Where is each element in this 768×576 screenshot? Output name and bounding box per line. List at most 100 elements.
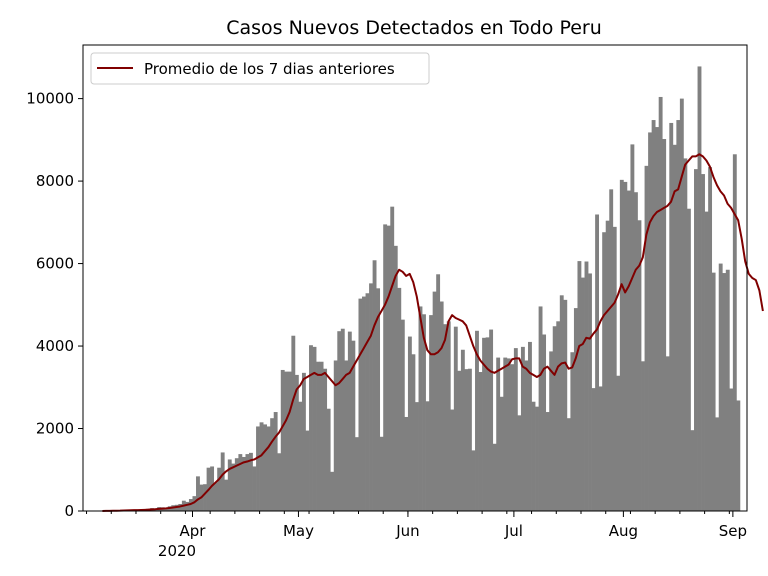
bar	[217, 467, 222, 511]
bar	[291, 335, 296, 511]
bar	[612, 226, 617, 512]
bar	[598, 386, 603, 511]
bar	[263, 424, 268, 511]
bar	[510, 364, 515, 511]
bar	[725, 269, 730, 511]
bar	[489, 329, 494, 511]
bar	[595, 214, 600, 512]
bar	[185, 501, 190, 511]
bar	[485, 337, 490, 511]
bar	[453, 326, 458, 511]
bar	[231, 463, 236, 511]
bar	[252, 466, 257, 511]
bar	[676, 120, 681, 512]
bar	[340, 328, 345, 511]
bar	[697, 66, 702, 511]
bar	[415, 402, 419, 511]
bar	[619, 179, 624, 511]
bar	[344, 360, 349, 511]
bar	[277, 453, 282, 511]
plot-frame	[82, 44, 748, 512]
bar	[492, 443, 497, 511]
bar	[347, 331, 352, 511]
bar	[372, 260, 377, 511]
bar	[323, 368, 328, 511]
bar	[249, 452, 253, 511]
bar	[301, 372, 306, 511]
bar	[729, 388, 734, 511]
bar	[273, 412, 278, 511]
bar	[708, 167, 713, 511]
bar	[704, 211, 709, 512]
bar	[528, 341, 532, 511]
x-axis: Apr May Jun Jul Aug Sep	[86, 511, 747, 540]
bar	[655, 127, 660, 511]
bar	[330, 471, 335, 511]
bar	[393, 245, 398, 511]
bar	[259, 422, 264, 511]
bar	[270, 418, 275, 511]
bar	[464, 369, 469, 511]
bar	[563, 299, 568, 511]
bar	[549, 351, 554, 511]
bar	[457, 370, 462, 511]
bar	[436, 274, 441, 511]
bar	[362, 296, 366, 511]
bar	[732, 154, 737, 511]
bar	[478, 372, 483, 511]
bar	[354, 437, 359, 511]
bar	[369, 283, 373, 511]
bar	[496, 357, 501, 511]
bar	[665, 356, 670, 511]
bar	[577, 261, 582, 511]
bar	[535, 406, 539, 511]
bar	[298, 401, 303, 511]
bar	[294, 374, 299, 511]
bar	[280, 369, 285, 511]
bar	[319, 361, 324, 511]
bar	[591, 388, 596, 511]
bar	[284, 371, 289, 511]
bar	[467, 368, 472, 511]
bar	[188, 499, 193, 511]
bar	[545, 412, 550, 511]
bar	[503, 357, 508, 511]
bar	[443, 324, 448, 511]
bar	[633, 192, 638, 511]
bar	[669, 122, 674, 511]
bar	[404, 416, 409, 511]
x-tick-label: May	[283, 522, 314, 540]
bar	[365, 293, 370, 511]
bar	[581, 277, 585, 511]
bar	[439, 301, 444, 511]
bar	[227, 459, 232, 511]
bar	[210, 466, 215, 511]
bar	[542, 334, 547, 511]
bar	[224, 479, 229, 511]
bar	[517, 415, 522, 511]
bar	[718, 263, 723, 511]
bar	[556, 321, 561, 511]
y-tick-label: 2000	[36, 420, 74, 438]
y-tick-label: 6000	[36, 255, 74, 273]
bar	[679, 98, 684, 512]
bar	[630, 144, 635, 511]
bar	[482, 337, 486, 511]
bar	[623, 181, 628, 511]
bar	[722, 273, 727, 511]
y-tick-label: 4000	[36, 337, 74, 355]
bar	[552, 326, 557, 511]
bar	[411, 354, 416, 511]
bar	[690, 430, 695, 511]
x-tick-label: Jul	[504, 522, 523, 540]
bar	[648, 132, 652, 511]
bar	[305, 430, 310, 511]
bar	[407, 336, 412, 511]
bar	[651, 120, 656, 512]
bar	[376, 288, 381, 511]
bar	[400, 319, 405, 511]
bar	[711, 272, 716, 511]
bar	[383, 224, 388, 511]
bar	[686, 208, 691, 511]
